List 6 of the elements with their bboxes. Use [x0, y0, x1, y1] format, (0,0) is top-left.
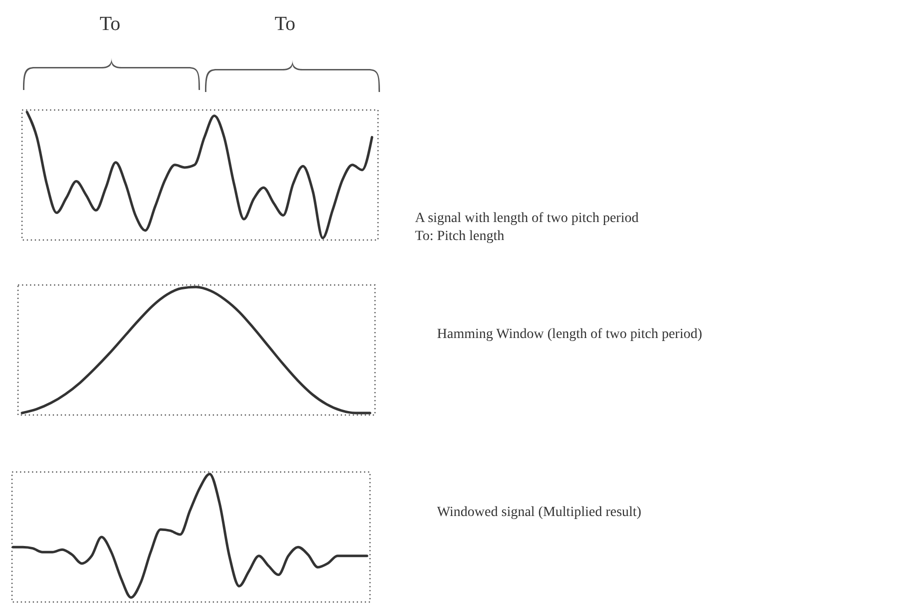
text: Windowed signal (Multiplied result)	[437, 505, 642, 520]
text: To	[100, 13, 120, 35]
text: A signal with length of two pitch period	[415, 211, 639, 226]
text: To	[274, 13, 296, 35]
text: Hamming Window (length of two pitch period)	[437, 327, 702, 342]
text: To: Pitch length	[415, 229, 504, 244]
